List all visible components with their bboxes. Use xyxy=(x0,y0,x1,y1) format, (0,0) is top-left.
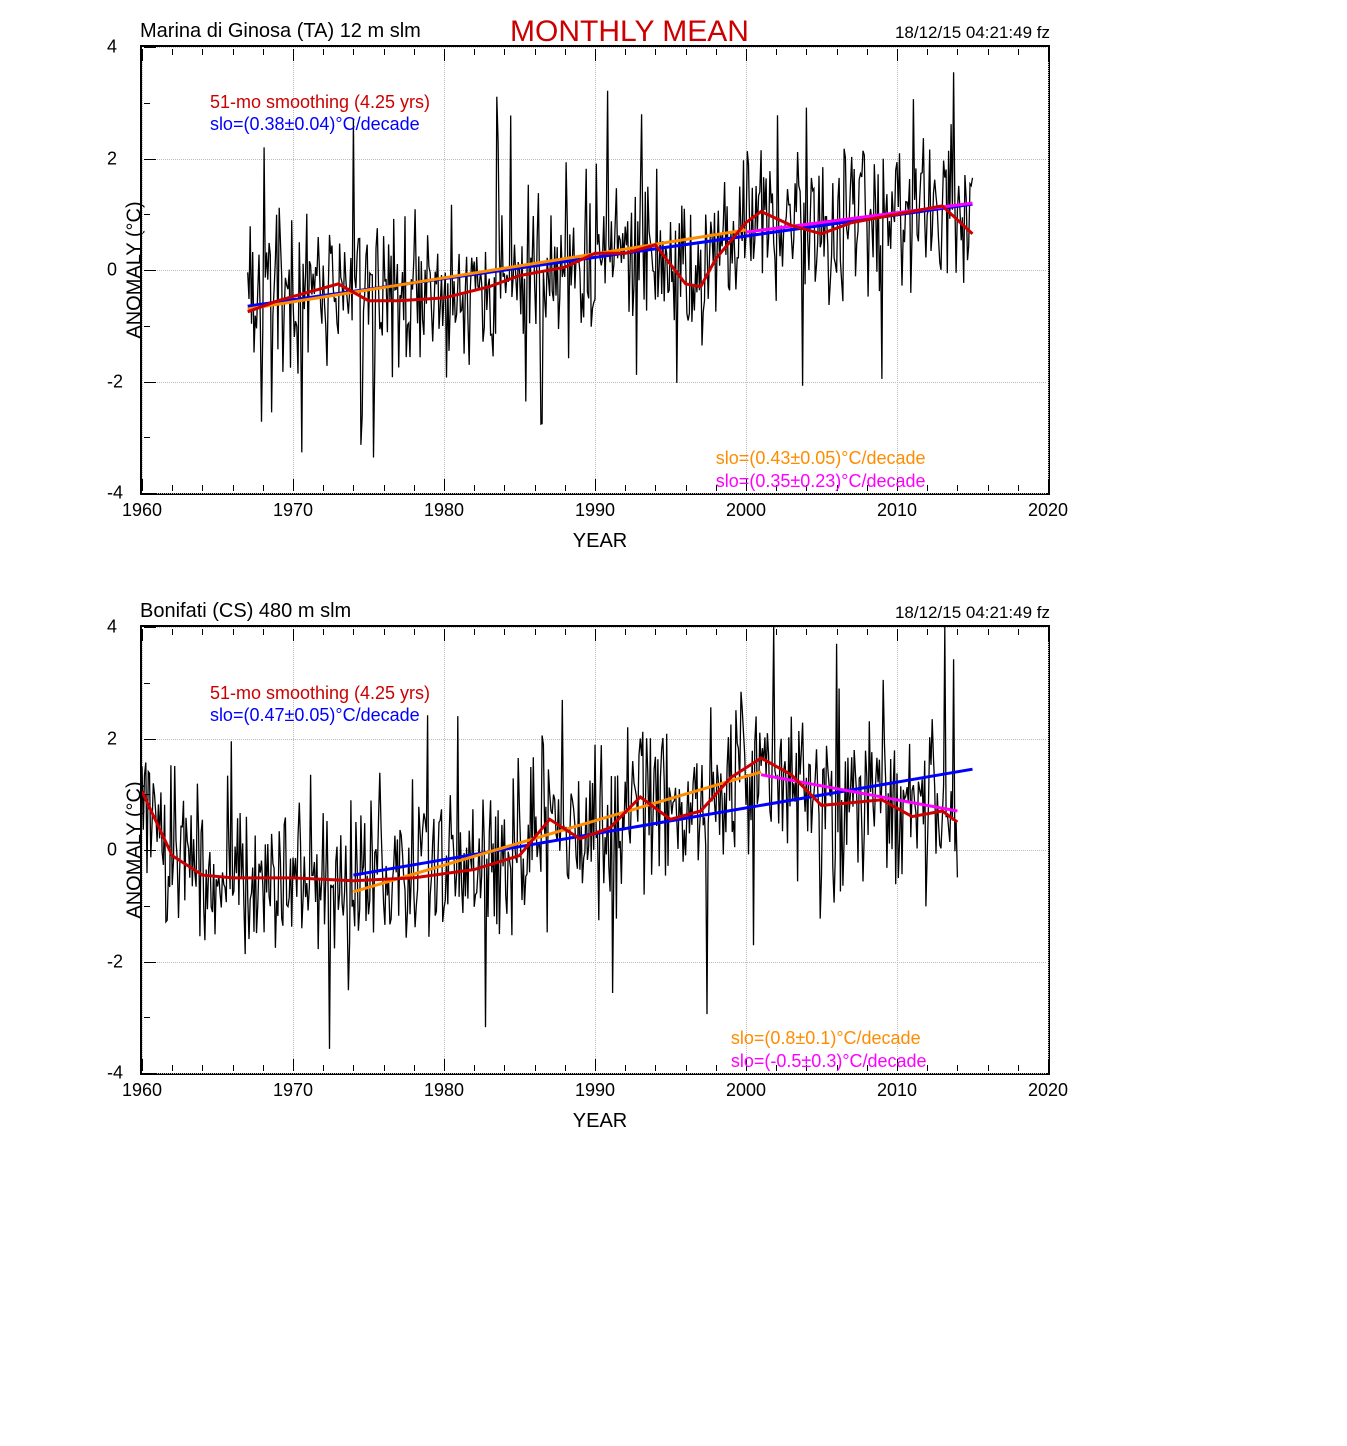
x-tick-label: 2020 xyxy=(1028,500,1068,521)
chart-header: Bonifati (CS) 480 m slm 18/12/15 04:21:4… xyxy=(140,595,1060,625)
station-title: Bonifati (CS) 480 m slm xyxy=(140,600,351,623)
x-tick-label: 2020 xyxy=(1028,1080,1068,1101)
chart-header: Marina di Ginosa (TA) 12 m slm MONTHLY M… xyxy=(140,15,1060,45)
x-tick-label: 1960 xyxy=(122,500,162,521)
y-tick-label: 0 xyxy=(107,260,117,281)
plot-area: 1960197019801990200020102020-4-202451-mo… xyxy=(140,625,1050,1075)
main-title: MONTHLY MEAN xyxy=(510,15,749,49)
x-tick-label: 1960 xyxy=(122,1080,162,1101)
annotation-smoothing: 51-mo smoothing (4.25 yrs) xyxy=(210,92,430,113)
x-tick-label: 1990 xyxy=(575,1080,615,1101)
annotation-slo_magenta: slo=(0.35±0.23)°C/decade xyxy=(716,471,926,492)
x-tick-label: 1990 xyxy=(575,500,615,521)
x-tick-label: 1970 xyxy=(273,1080,313,1101)
x-tick-label: 2010 xyxy=(877,500,917,521)
annotation-slo_orange: slo=(0.8±0.1)°C/decade xyxy=(731,1028,921,1049)
annotation-slo_blue: slo=(0.38±0.04)°C/decade xyxy=(210,114,420,135)
annotation-slo_orange: slo=(0.43±0.05)°C/decade xyxy=(716,448,926,469)
timestamp-label: 18/12/15 04:21:49 fz xyxy=(895,23,1050,43)
timestamp-label: 18/12/15 04:21:49 fz xyxy=(895,603,1050,623)
y-tick-label: -2 xyxy=(107,951,123,972)
y-tick-label: 0 xyxy=(107,840,117,861)
station-title: Marina di Ginosa (TA) 12 m slm xyxy=(140,20,421,43)
x-tick-label: 2000 xyxy=(726,1080,766,1101)
x-axis-label: YEAR xyxy=(140,1110,1060,1133)
panel-bonifati: Bonifati (CS) 480 m slm 18/12/15 04:21:4… xyxy=(60,595,1060,1155)
plot-area: 1960197019801990200020102020-4-202451-mo… xyxy=(140,45,1050,495)
annotation-smoothing: 51-mo smoothing (4.25 yrs) xyxy=(210,683,430,704)
x-tick-label: 1980 xyxy=(424,1080,464,1101)
y-tick-label: 2 xyxy=(107,728,117,749)
y-tick-label: 4 xyxy=(107,37,117,58)
y-tick-label: -4 xyxy=(107,1063,123,1084)
annotation-slo_blue: slo=(0.47±0.05)°C/decade xyxy=(210,705,420,726)
y-tick-label: -4 xyxy=(107,483,123,504)
x-tick-label: 2010 xyxy=(877,1080,917,1101)
panel-marina: Marina di Ginosa (TA) 12 m slm MONTHLY M… xyxy=(60,15,1060,575)
x-tick-label: 1970 xyxy=(273,500,313,521)
annotation-slo_magenta: slo=(-0.5±0.3)°C/decade xyxy=(731,1051,927,1072)
chart-page: Marina di Ginosa (TA) 12 m slm MONTHLY M… xyxy=(0,0,1347,1446)
plot-marina: ANOMALY (°C) 196019701980199020002010202… xyxy=(140,45,1050,495)
x-axis-label: YEAR xyxy=(140,530,1060,553)
x-tick-label: 2000 xyxy=(726,500,766,521)
y-tick-label: 4 xyxy=(107,617,117,638)
plot-bonifati: ANOMALY (°C) 196019701980199020002010202… xyxy=(140,625,1050,1075)
x-tick-label: 1980 xyxy=(424,500,464,521)
y-tick-label: 2 xyxy=(107,148,117,169)
y-tick-label: -2 xyxy=(107,371,123,392)
trend-blue xyxy=(353,769,972,875)
